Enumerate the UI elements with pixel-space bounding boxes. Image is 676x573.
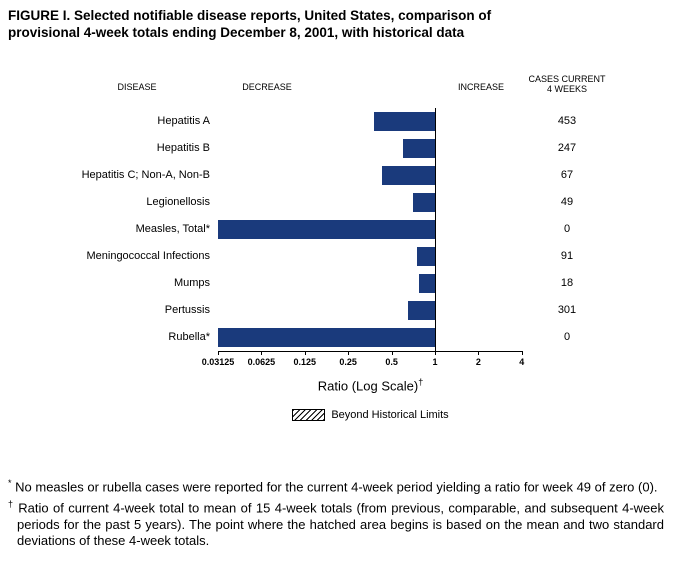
x-axis-title-text: Ratio (Log Scale): [317, 378, 419, 394]
ratio-bar: [408, 301, 435, 320]
figure-title: FIGURE I. Selected notifiable disease re…: [8, 7, 670, 41]
cases-value: 18: [560, 277, 574, 289]
axis-tick: [435, 351, 436, 355]
cases-value: 49: [560, 196, 574, 208]
disease-label: Rubella*: [168, 331, 210, 343]
column-header-decrease: DECREASE: [242, 82, 292, 92]
footnote-dagger-symbol: †: [8, 498, 14, 509]
ratio-bar: [416, 247, 435, 266]
column-header-increase: INCREASE: [457, 82, 504, 92]
ratio-bar: [218, 220, 435, 239]
ratio-bar: [382, 166, 435, 185]
figure-title-line2: provisional 4-week totals ending Decembe…: [8, 25, 465, 40]
axis-tick-label: 4: [519, 357, 525, 367]
column-header-disease: DISEASE: [117, 82, 157, 92]
disease-label: Measles, Total*: [135, 223, 210, 235]
axis-tick-label: 2: [475, 357, 481, 367]
x-axis-title: Ratio (Log Scale)†: [218, 377, 523, 393]
disease-label: Hepatitis C; Non-A, Non-B: [81, 169, 210, 181]
cases-value: 91: [560, 250, 574, 262]
axis-tick-label: 0.5: [385, 357, 398, 367]
footnote-dagger: † Ratio of current 4-week total to mean …: [8, 496, 664, 550]
axis-tick: [521, 351, 523, 355]
disease-label: Hepatitis B: [156, 142, 210, 154]
cases-value: 0: [563, 331, 571, 343]
hatched-swatch-icon: [292, 409, 326, 421]
axis-tick: [261, 351, 263, 355]
figure-title-line1: FIGURE I. Selected notifiable disease re…: [8, 8, 492, 23]
axis-tick-label: 0.03125: [201, 357, 235, 367]
axis-tick-label: 0.125: [293, 357, 317, 367]
footnote-dagger-text: Ratio of current 4-week total to mean of…: [17, 500, 664, 549]
footnote-star: * No measles or rubella cases were repor…: [8, 475, 664, 496]
ratio-bar: [403, 139, 435, 158]
axis-tick: [348, 351, 350, 355]
axis-tick: [478, 351, 480, 355]
cases-value: 453: [557, 115, 577, 127]
axis-tick: [304, 351, 306, 355]
disease-label: Hepatitis A: [157, 115, 210, 127]
axis-tick-label: 0.25: [339, 357, 357, 367]
column-header-cases-line2: 4 WEEKS: [546, 84, 587, 94]
axis-tick-label: 1: [432, 357, 438, 367]
x-axis-title-dagger: †: [418, 377, 424, 387]
disease-label: Mumps: [173, 277, 210, 289]
axis-tick: [218, 351, 219, 355]
ratio-bar: [418, 274, 435, 293]
ratio-bar: [412, 193, 435, 212]
disease-label: Legionellosis: [146, 196, 210, 208]
legend: Beyond Historical Limits: [218, 409, 523, 421]
footnote-star-text: No measles or rubella cases were reporte…: [15, 479, 658, 495]
column-header-cases: CASES CURRENT 4 WEEKS: [517, 74, 617, 94]
cases-value: 0: [563, 223, 571, 235]
disease-label: Meningococcal Infections: [86, 250, 210, 262]
axis-tick: [391, 351, 393, 355]
column-header-cases-line1: CASES CURRENT: [528, 74, 606, 84]
cases-value: 247: [557, 142, 577, 154]
ratio-bar: [374, 112, 435, 131]
footnotes: * No measles or rubella cases were repor…: [8, 475, 664, 550]
cases-value: 67: [560, 169, 574, 181]
disease-label: Pertussis: [164, 304, 210, 316]
axis-tick-label: 0.0625: [247, 357, 276, 367]
reference-line-ratio-1: [435, 108, 436, 352]
legend-label: Beyond Historical Limits: [331, 409, 449, 421]
ratio-bar: [218, 328, 435, 347]
x-axis-line: [218, 351, 523, 352]
footnote-star-symbol: *: [8, 478, 12, 488]
cases-value: 301: [557, 304, 577, 316]
